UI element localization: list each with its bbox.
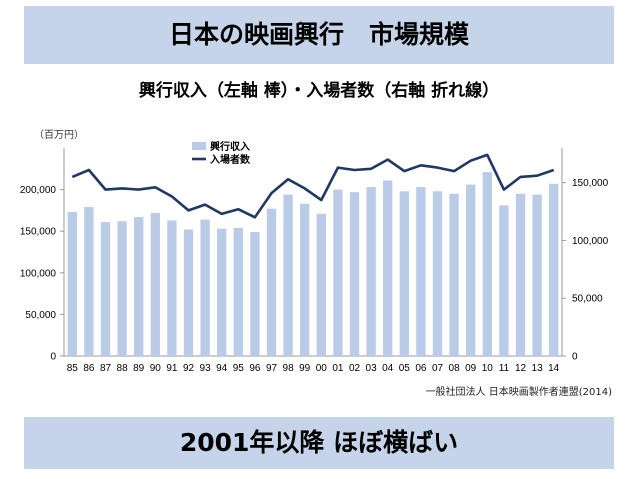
source-credit: 一般社団法人 日本映画製作者連盟(2014) xyxy=(425,387,612,398)
legend-label-bar: 興行収入 xyxy=(210,140,250,153)
x-axis-tick-label: 86 xyxy=(83,363,95,374)
x-axis-tick-label: 95 xyxy=(233,363,245,374)
bar-86 xyxy=(84,207,94,356)
bar-92 xyxy=(183,229,194,356)
legend-swatch-bar xyxy=(192,142,206,150)
title-banner: 日本の映画興行 市場規模 xyxy=(24,6,614,64)
bar-14 xyxy=(549,183,559,356)
bar-00 xyxy=(316,213,326,356)
bar-87 xyxy=(100,222,111,356)
x-axis-tick-label: 03 xyxy=(366,363,378,374)
attendance-line xyxy=(71,153,555,219)
bar-98 xyxy=(283,194,293,356)
bar-97 xyxy=(266,208,277,356)
bar-89 xyxy=(134,217,144,356)
bar-85 xyxy=(67,212,77,356)
conclusion-banner: 2001年以降 ほぼ横ばい xyxy=(24,417,614,469)
bar-99 xyxy=(300,203,310,356)
x-axis-tick-label: 13 xyxy=(532,363,544,374)
x-axis-tick-label: 90 xyxy=(150,363,162,374)
x-axis-tick-label: 99 xyxy=(299,363,311,374)
x-axis-tick-label: 02 xyxy=(349,363,361,374)
bar-05 xyxy=(399,191,409,356)
x-axis-tick-label: 91 xyxy=(166,363,178,374)
bar-12 xyxy=(515,193,526,356)
x-axis-tick-label: 96 xyxy=(249,363,261,374)
x-axis-tick-label: 87 xyxy=(100,363,112,374)
conclusion-text: 2001年以降 ほぼ横ばい xyxy=(179,428,459,457)
x-axis-tick-label: 08 xyxy=(449,363,461,374)
x-axis-tick-label: 09 xyxy=(465,363,477,374)
x-axis-tick-label: 10 xyxy=(482,363,494,374)
bar-96 xyxy=(250,232,260,356)
x-axis-tick-label: 05 xyxy=(399,363,411,374)
bar-94 xyxy=(217,228,227,356)
x-axis-tick-label: 01 xyxy=(332,363,344,374)
x-axis-tick-label: 92 xyxy=(183,363,195,374)
bar-13 xyxy=(532,194,542,356)
bar-91 xyxy=(167,220,177,356)
right-axis-tick-label: 50,000 xyxy=(572,294,603,305)
x-axis-tick-label: 06 xyxy=(415,363,427,374)
bar-09 xyxy=(466,184,476,356)
bar-08 xyxy=(449,193,459,356)
bar-10 xyxy=(482,172,492,356)
x-axis-tick-label: 93 xyxy=(200,363,212,374)
left-axis-tick-label: 0 xyxy=(50,352,56,363)
x-axis-tick-label: 85 xyxy=(67,363,79,374)
x-axis-tick-label: 94 xyxy=(216,363,228,374)
left-axis-tick-label: 200,000 xyxy=(20,185,57,196)
bar-93 xyxy=(200,219,210,356)
x-axis-tick-label: 00 xyxy=(316,363,328,374)
x-axis-tick-label: 07 xyxy=(432,363,444,374)
x-axis-tick-label: 97 xyxy=(266,363,278,374)
bar-02 xyxy=(349,192,360,356)
bar-06 xyxy=(416,187,426,356)
page-title: 日本の映画興行 市場規模 xyxy=(168,20,469,49)
x-axis-tick-label: 04 xyxy=(382,363,394,374)
x-axis-tick-label: 14 xyxy=(548,363,560,374)
x-axis-tick-label: 89 xyxy=(133,363,145,374)
bar-01 xyxy=(333,189,343,356)
bar-03 xyxy=(366,187,376,356)
left-axis-tick-label: 100,000 xyxy=(20,268,57,279)
bar-04 xyxy=(383,180,393,356)
bar-11 xyxy=(499,205,509,356)
x-axis-tick-label: 12 xyxy=(515,363,527,374)
right-axis-tick-label: 100,000 xyxy=(572,236,609,247)
legend-label-line: 入場者数 xyxy=(210,153,251,166)
right-axis-tick-label: 150,000 xyxy=(572,178,609,189)
x-axis-tick-label: 98 xyxy=(283,363,295,374)
left-axis-tick-label: 50,000 xyxy=(25,310,56,321)
x-axis-tick-label: 88 xyxy=(117,363,129,374)
bar-07 xyxy=(432,191,443,356)
bar-88 xyxy=(117,221,127,356)
right-axis-tick-label: 0 xyxy=(572,352,578,363)
left-axis-tick-label: 150,000 xyxy=(20,227,57,238)
bar-95 xyxy=(233,227,243,356)
left-axis-unit-label: （百万円） xyxy=(34,130,84,141)
bar-90 xyxy=(150,212,160,356)
x-axis-tick-label: 11 xyxy=(499,363,510,374)
chart-subtitle: 興行収入（左軸 棒）・入場者数（右軸 折れ線） xyxy=(138,81,500,101)
